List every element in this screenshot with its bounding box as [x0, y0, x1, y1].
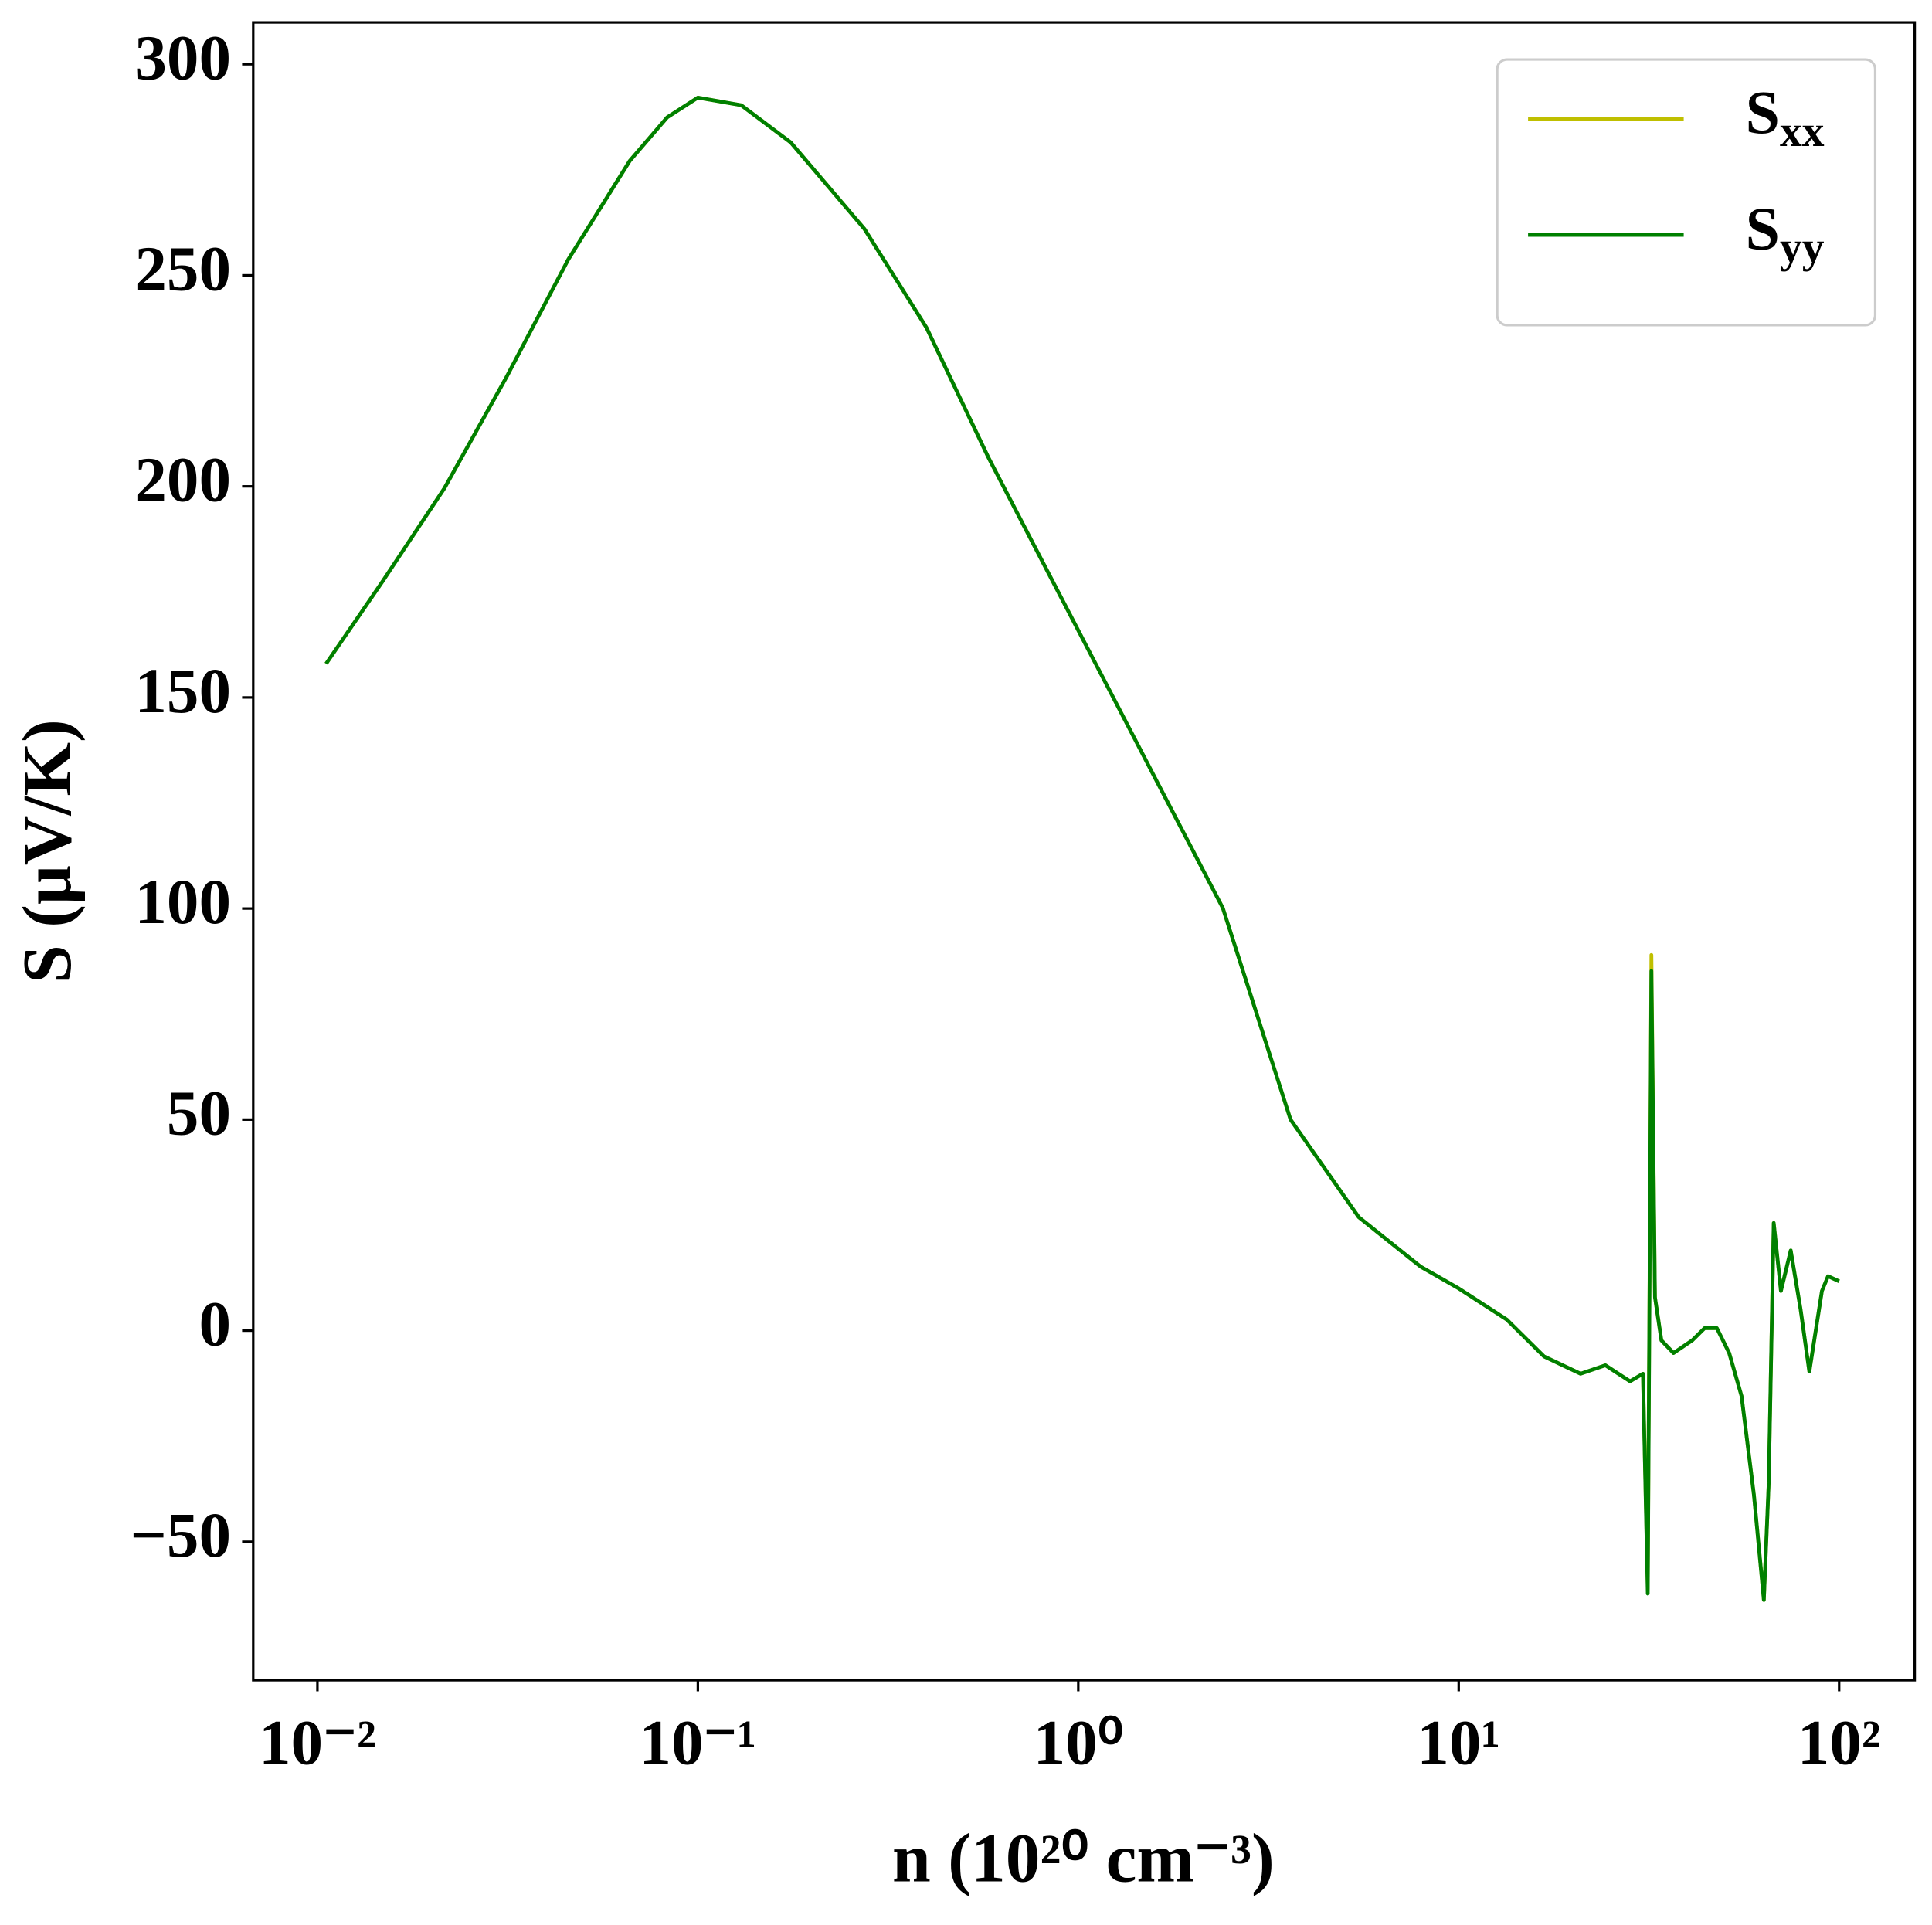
legend-box: [1496, 58, 1877, 327]
y-tick-label: 0: [199, 1288, 231, 1360]
x-tick-label: 10⁻¹: [639, 1707, 756, 1778]
plot-frame: [252, 21, 1917, 1682]
y-tick-label: 150: [134, 655, 231, 726]
y-tick-label: 250: [134, 233, 231, 304]
x-tick-label: 10⁻²: [259, 1707, 376, 1778]
x-tick-label: 10¹: [1417, 1707, 1500, 1778]
line: [324, 95, 1840, 1602]
x-tick-label: 10⁰: [1034, 1707, 1123, 1778]
x-axis-label: n (10²⁰ cm⁻³): [892, 1820, 1275, 1896]
y-axis-label: S (μV/K): [9, 719, 86, 983]
legend-subscript: xx: [1780, 107, 1825, 156]
legend-subscript: yy: [1780, 224, 1825, 273]
y-tick-label: 300: [134, 22, 231, 93]
y-tick-label: 50: [167, 1077, 231, 1148]
y-tick-label: 100: [134, 866, 231, 937]
y-tick-label: 200: [134, 444, 231, 515]
y-tick-label: −50: [131, 1499, 232, 1570]
x-tick-label: 10²: [1798, 1707, 1881, 1778]
